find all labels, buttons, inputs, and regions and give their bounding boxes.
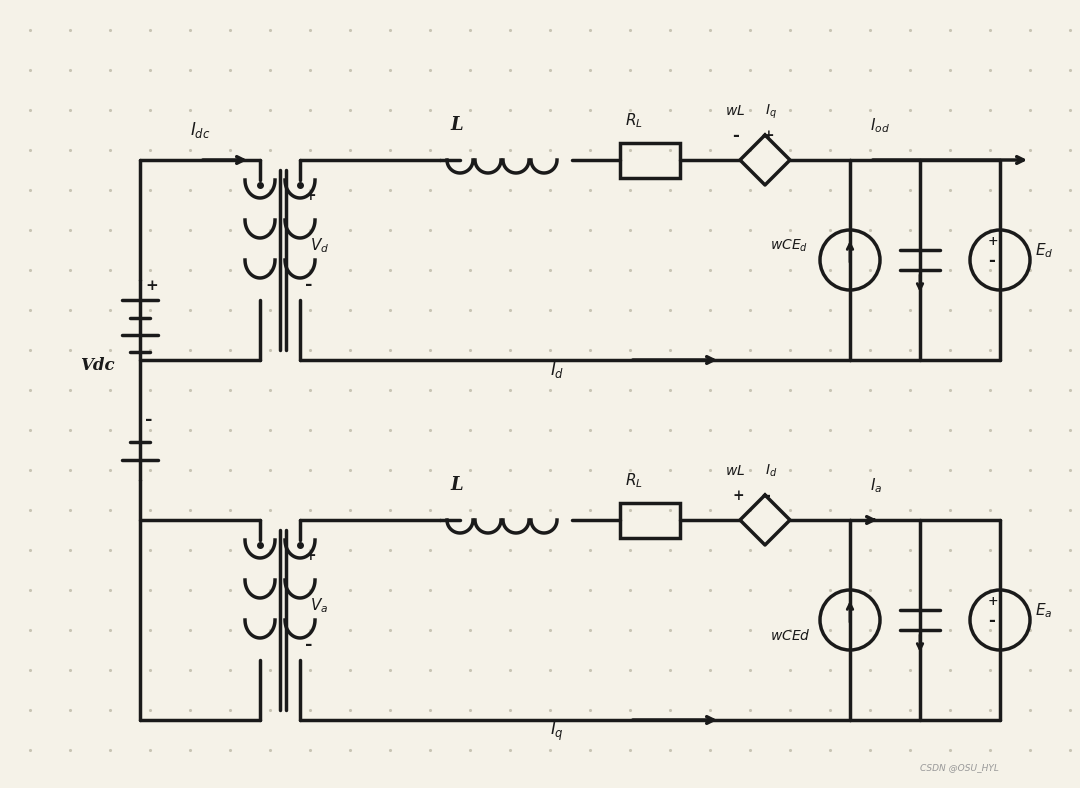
Text: L: L xyxy=(450,116,462,134)
Text: -: - xyxy=(305,276,312,294)
Text: -: - xyxy=(145,411,152,429)
Text: +: + xyxy=(305,189,316,203)
Text: -: - xyxy=(988,252,995,269)
Text: -: - xyxy=(732,127,739,144)
Text: +: + xyxy=(988,595,999,608)
Text: $I_{dc}$: $I_{dc}$ xyxy=(190,120,211,140)
Text: $E_a$: $E_a$ xyxy=(1035,601,1052,619)
Text: $wL$: $wL$ xyxy=(725,104,745,118)
Text: +: + xyxy=(305,549,316,563)
Text: $I_q$: $I_q$ xyxy=(765,103,777,121)
Text: +: + xyxy=(145,279,158,293)
Text: $wCE_d$: $wCE_d$ xyxy=(770,238,808,255)
Text: $E_d$: $E_d$ xyxy=(1035,241,1053,260)
Text: -: - xyxy=(988,612,995,629)
Text: +: + xyxy=(732,489,744,503)
Text: $V_a$: $V_a$ xyxy=(310,596,328,615)
Text: $I_a$: $I_a$ xyxy=(870,476,882,495)
Text: $wCEd$: $wCEd$ xyxy=(770,628,811,643)
Text: $V_d$: $V_d$ xyxy=(310,236,329,255)
Text: $wL$: $wL$ xyxy=(725,464,745,478)
Text: L: L xyxy=(450,476,462,494)
Text: $I_{od}$: $I_{od}$ xyxy=(870,116,890,135)
Text: +: + xyxy=(762,129,774,143)
Text: CSDN @OSU_HYL: CSDN @OSU_HYL xyxy=(920,763,999,772)
Text: $R_L$: $R_L$ xyxy=(625,471,643,489)
Bar xyxy=(620,503,680,537)
Text: -: - xyxy=(305,636,312,654)
Text: $I_d$: $I_d$ xyxy=(550,360,565,380)
Text: -: - xyxy=(762,487,770,504)
Text: Vdc: Vdc xyxy=(80,357,114,374)
Bar xyxy=(620,143,680,177)
Text: $I_q$: $I_q$ xyxy=(550,719,564,743)
Text: $R_L$: $R_L$ xyxy=(625,111,643,130)
Text: $I_d$: $I_d$ xyxy=(765,463,778,479)
Text: +: + xyxy=(988,235,999,248)
